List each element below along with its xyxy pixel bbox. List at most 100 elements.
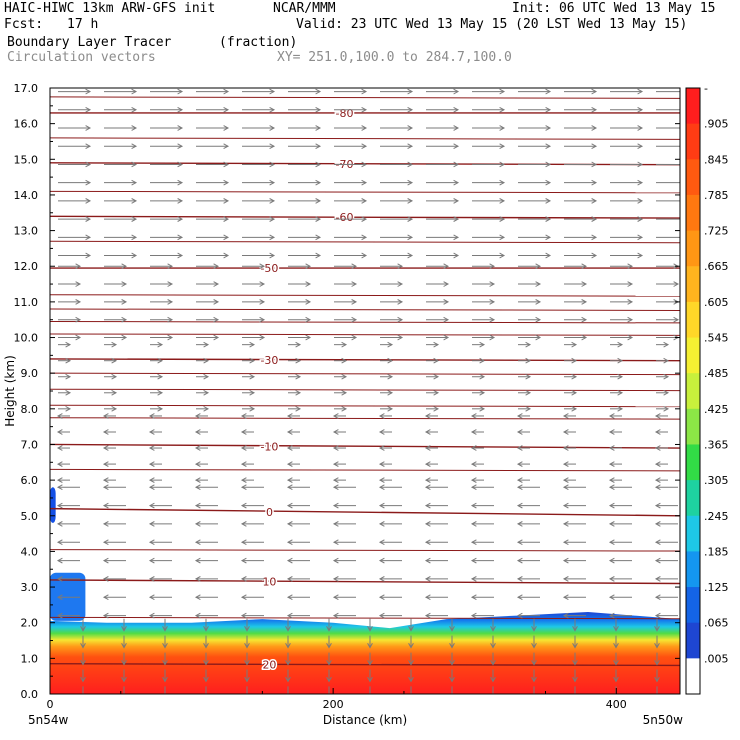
vector-arrowhead bbox=[286, 612, 293, 619]
axes: 0.0 1.0 2.0 3.0 4.0 5.0 6.0 7.0 8.0 9.0 10.0 11.0 12… bbox=[3, 82, 683, 727]
vector-arrowhead bbox=[148, 594, 155, 601]
vector-arrowhead bbox=[562, 539, 569, 546]
vector-arrowhead bbox=[249, 357, 256, 364]
colorbar-label: .485 bbox=[704, 367, 729, 380]
vector-arrowhead bbox=[148, 445, 155, 451]
vector-arrowhead bbox=[194, 502, 201, 509]
vector-arrowhead bbox=[194, 461, 201, 467]
vector-arrowhead bbox=[453, 179, 460, 186]
vector-arrowhead bbox=[332, 594, 339, 601]
vector-arrowhead bbox=[259, 281, 266, 287]
vector-arrowhead bbox=[131, 143, 138, 150]
vector-arrowhead bbox=[516, 594, 523, 601]
vector-arrowhead bbox=[75, 334, 82, 341]
vector-arrowhead bbox=[654, 557, 661, 564]
vector-arrowhead bbox=[167, 281, 174, 287]
vector-arrowhead bbox=[305, 281, 312, 287]
vector-arrowhead bbox=[285, 626, 291, 632]
vector-arrowhead bbox=[489, 263, 496, 270]
vector-arrowhead bbox=[617, 357, 624, 364]
vector-arrowhead bbox=[286, 461, 293, 467]
vector-arrowhead bbox=[424, 445, 431, 451]
vector-arrowhead bbox=[286, 445, 293, 451]
vector-arrowhead bbox=[240, 477, 247, 483]
vector-arrowhead bbox=[332, 502, 339, 509]
vector-arrowhead bbox=[102, 521, 109, 527]
vector-arrowhead bbox=[608, 612, 615, 619]
vector-arrowhead bbox=[654, 539, 661, 546]
vector-arrowhead bbox=[443, 263, 450, 270]
vector-arrowhead bbox=[470, 413, 477, 419]
vector-arrowhead bbox=[249, 389, 256, 396]
vector-arrowhead bbox=[56, 539, 63, 546]
vector-arrowhead bbox=[637, 216, 644, 222]
vector-arrowhead bbox=[269, 198, 276, 204]
vector-arrowhead bbox=[315, 198, 322, 204]
vector-arrowhead bbox=[315, 125, 322, 131]
vector-description: Circulation vectors bbox=[7, 50, 156, 65]
vector-arrowhead bbox=[407, 88, 414, 95]
vector-arrowhead bbox=[591, 216, 598, 222]
vector-arrowhead bbox=[249, 341, 256, 348]
vector-arrowhead bbox=[433, 389, 440, 396]
vector-arrowhead bbox=[470, 445, 477, 451]
vector-arrowhead bbox=[240, 484, 247, 491]
vector-arrowhead bbox=[131, 198, 138, 204]
vector-arrowhead bbox=[407, 179, 414, 186]
vector-arrowhead bbox=[102, 461, 109, 467]
vector-arrowhead bbox=[148, 413, 155, 419]
vector-arrowhead bbox=[367, 676, 373, 683]
vector-arrowhead bbox=[332, 429, 339, 435]
colorbar-label: .785 bbox=[704, 189, 729, 202]
y-tick-label: 12.0 bbox=[14, 260, 39, 273]
y-tick-label: 11.0 bbox=[14, 296, 39, 309]
vector-arrowhead bbox=[433, 373, 440, 380]
vector-arrowhead bbox=[516, 576, 523, 582]
vector-arrowhead bbox=[378, 502, 385, 509]
vector-arrowhead bbox=[102, 477, 109, 483]
vector-arrowhead bbox=[295, 389, 302, 396]
vector-arrowhead bbox=[223, 252, 230, 259]
vector-arrowhead bbox=[613, 659, 619, 666]
vector-arrowhead bbox=[516, 445, 523, 451]
vector-arrowhead bbox=[305, 334, 312, 341]
vector-arrowhead bbox=[516, 413, 523, 419]
vector-arrowhead bbox=[223, 88, 230, 95]
colorbar-segment bbox=[686, 551, 700, 588]
vector-arrowhead bbox=[453, 106, 460, 113]
vector-arrowhead bbox=[240, 594, 247, 601]
vector-arrowhead bbox=[80, 693, 86, 694]
vector-arrowhead bbox=[213, 334, 220, 341]
vector-arrowhead bbox=[131, 234, 138, 241]
vector-arrowhead bbox=[85, 161, 92, 168]
vector-arrowhead bbox=[408, 693, 414, 694]
vector-arrowhead bbox=[654, 643, 660, 649]
vector-arrowhead bbox=[378, 557, 385, 564]
y-tick-label: 9.0 bbox=[21, 367, 39, 380]
colorbar-label: .065 bbox=[704, 617, 729, 630]
cross-section-endpoints: XY= 251.0,100.0 to 284.7,100.0 bbox=[277, 50, 512, 65]
vector-arrowhead bbox=[591, 88, 598, 95]
vector-arrowhead bbox=[56, 502, 63, 509]
vector-arrowhead bbox=[361, 216, 368, 222]
vector-arrowhead bbox=[332, 576, 339, 582]
isotherm-line bbox=[50, 404, 680, 408]
vector-arrowhead bbox=[562, 477, 569, 483]
tracer-fill bbox=[50, 612, 680, 694]
vector-arrowhead bbox=[562, 594, 569, 601]
vector-arrowhead bbox=[408, 676, 414, 683]
vector-arrowhead bbox=[470, 502, 477, 509]
vector-arrowhead bbox=[433, 341, 440, 348]
vector-arrowhead bbox=[608, 521, 615, 527]
vector-arrowhead bbox=[305, 263, 312, 270]
vector-arrowhead bbox=[545, 198, 552, 204]
vector-arrowhead bbox=[525, 389, 532, 396]
vector-arrowhead bbox=[332, 461, 339, 467]
vector-arrowhead bbox=[286, 521, 293, 527]
vector-arrowhead bbox=[249, 373, 256, 380]
vector-arrowhead bbox=[361, 252, 368, 259]
vector-arrowhead bbox=[351, 281, 358, 287]
vector-arrowhead bbox=[378, 576, 385, 582]
vector-arrowhead bbox=[157, 373, 164, 380]
vector-arrowhead bbox=[286, 539, 293, 546]
